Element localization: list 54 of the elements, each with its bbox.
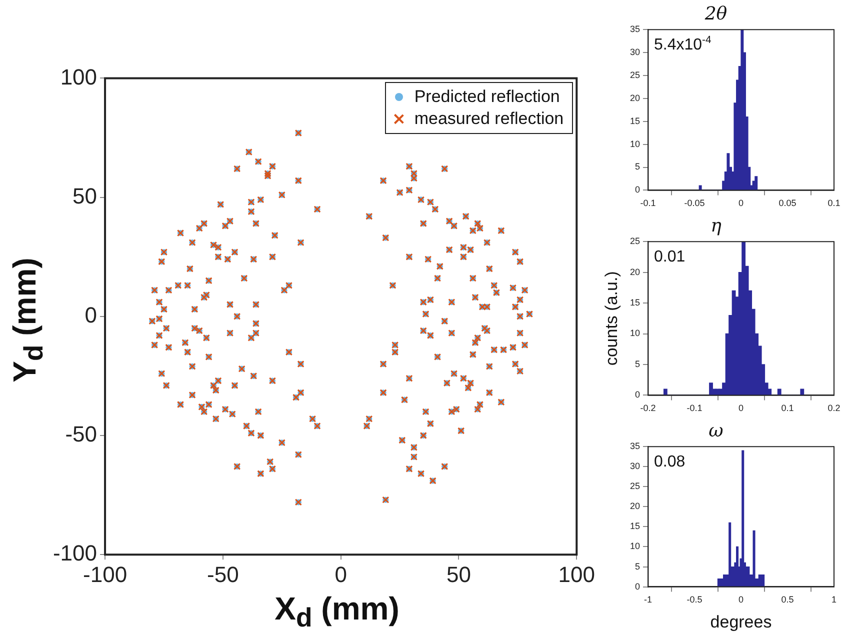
x-axis-title: degrees — [710, 612, 772, 632]
x-tick-label: 0.5 — [781, 594, 794, 605]
legend-label: Predicted reflection — [414, 86, 560, 108]
y-tick-label: 25 — [630, 70, 640, 80]
y-tick-label: 15 — [630, 116, 640, 126]
x-tick-label: 100 — [558, 562, 596, 587]
annotation: 0.08 — [654, 454, 686, 471]
y-tick-label: 5 — [634, 561, 640, 572]
y-tick-label: 0 — [634, 184, 640, 195]
y-tick-label: 100 — [60, 64, 98, 90]
y-axis-title: counts (a.u.) — [602, 271, 621, 366]
y-tick-label: 0 — [634, 390, 640, 400]
x-tick-label: 0 — [738, 198, 744, 208]
x-tick-label: 0.2 — [828, 403, 840, 414]
y-tick-label: 20 — [630, 92, 640, 103]
x-tick-label: 0.1 — [781, 403, 794, 414]
y-tick-label: 30 — [630, 461, 640, 472]
y-tick-label: 0 — [84, 302, 98, 328]
legend-label: measured reflection — [414, 108, 564, 130]
y-tick-label: 15 — [630, 521, 640, 532]
y-tick-label: -50 — [65, 422, 98, 447]
y-tick-label: 10 — [630, 138, 640, 149]
x-tick-label: 0 — [738, 594, 744, 605]
x-tick-label: -50 — [207, 562, 239, 587]
y-tick-label: 25 — [630, 481, 640, 492]
y-tick-label: 5 — [634, 162, 640, 172]
x-tick-label: 0.1 — [828, 198, 840, 208]
y-tick-label: 10 — [630, 541, 640, 552]
y-tick-label: 10 — [630, 328, 640, 338]
annotation: 0.01 — [654, 248, 686, 266]
y-tick-label: 15 — [630, 298, 640, 308]
y-tick-label: 20 — [630, 501, 640, 512]
chart-title: η — [710, 215, 722, 236]
x-tick-label: 50 — [446, 562, 471, 587]
x-tick-label: 1 — [831, 594, 837, 605]
y-tick-label: 20 — [630, 266, 640, 277]
x-axis-title: X$_{d}$ (mm) — [274, 590, 400, 634]
y-tick-label: 25 — [630, 236, 640, 246]
x-tick-label: -0.05 — [684, 198, 705, 208]
y-tick-label: 35 — [630, 441, 640, 452]
x-tick-label: -0.5 — [686, 594, 702, 605]
x-tick-label: -0.2 — [640, 403, 656, 414]
x-tick-label: -0.1 — [686, 403, 702, 414]
x-tick-label: 0 — [738, 403, 744, 414]
x-tick-label: 0 — [334, 562, 347, 587]
chart-title: 2θ — [704, 3, 728, 24]
x-tick-label: -0.1 — [640, 198, 656, 208]
y-tick-label: -100 — [52, 540, 98, 566]
y-tick-label: 35 — [630, 24, 640, 34]
chart-title: ω — [708, 420, 724, 442]
y-tick-label: 5 — [634, 358, 640, 369]
y-tick-label: 30 — [630, 47, 640, 58]
x-tick-label: -1 — [644, 594, 652, 605]
x-tick-label: 0.05 — [778, 198, 796, 208]
